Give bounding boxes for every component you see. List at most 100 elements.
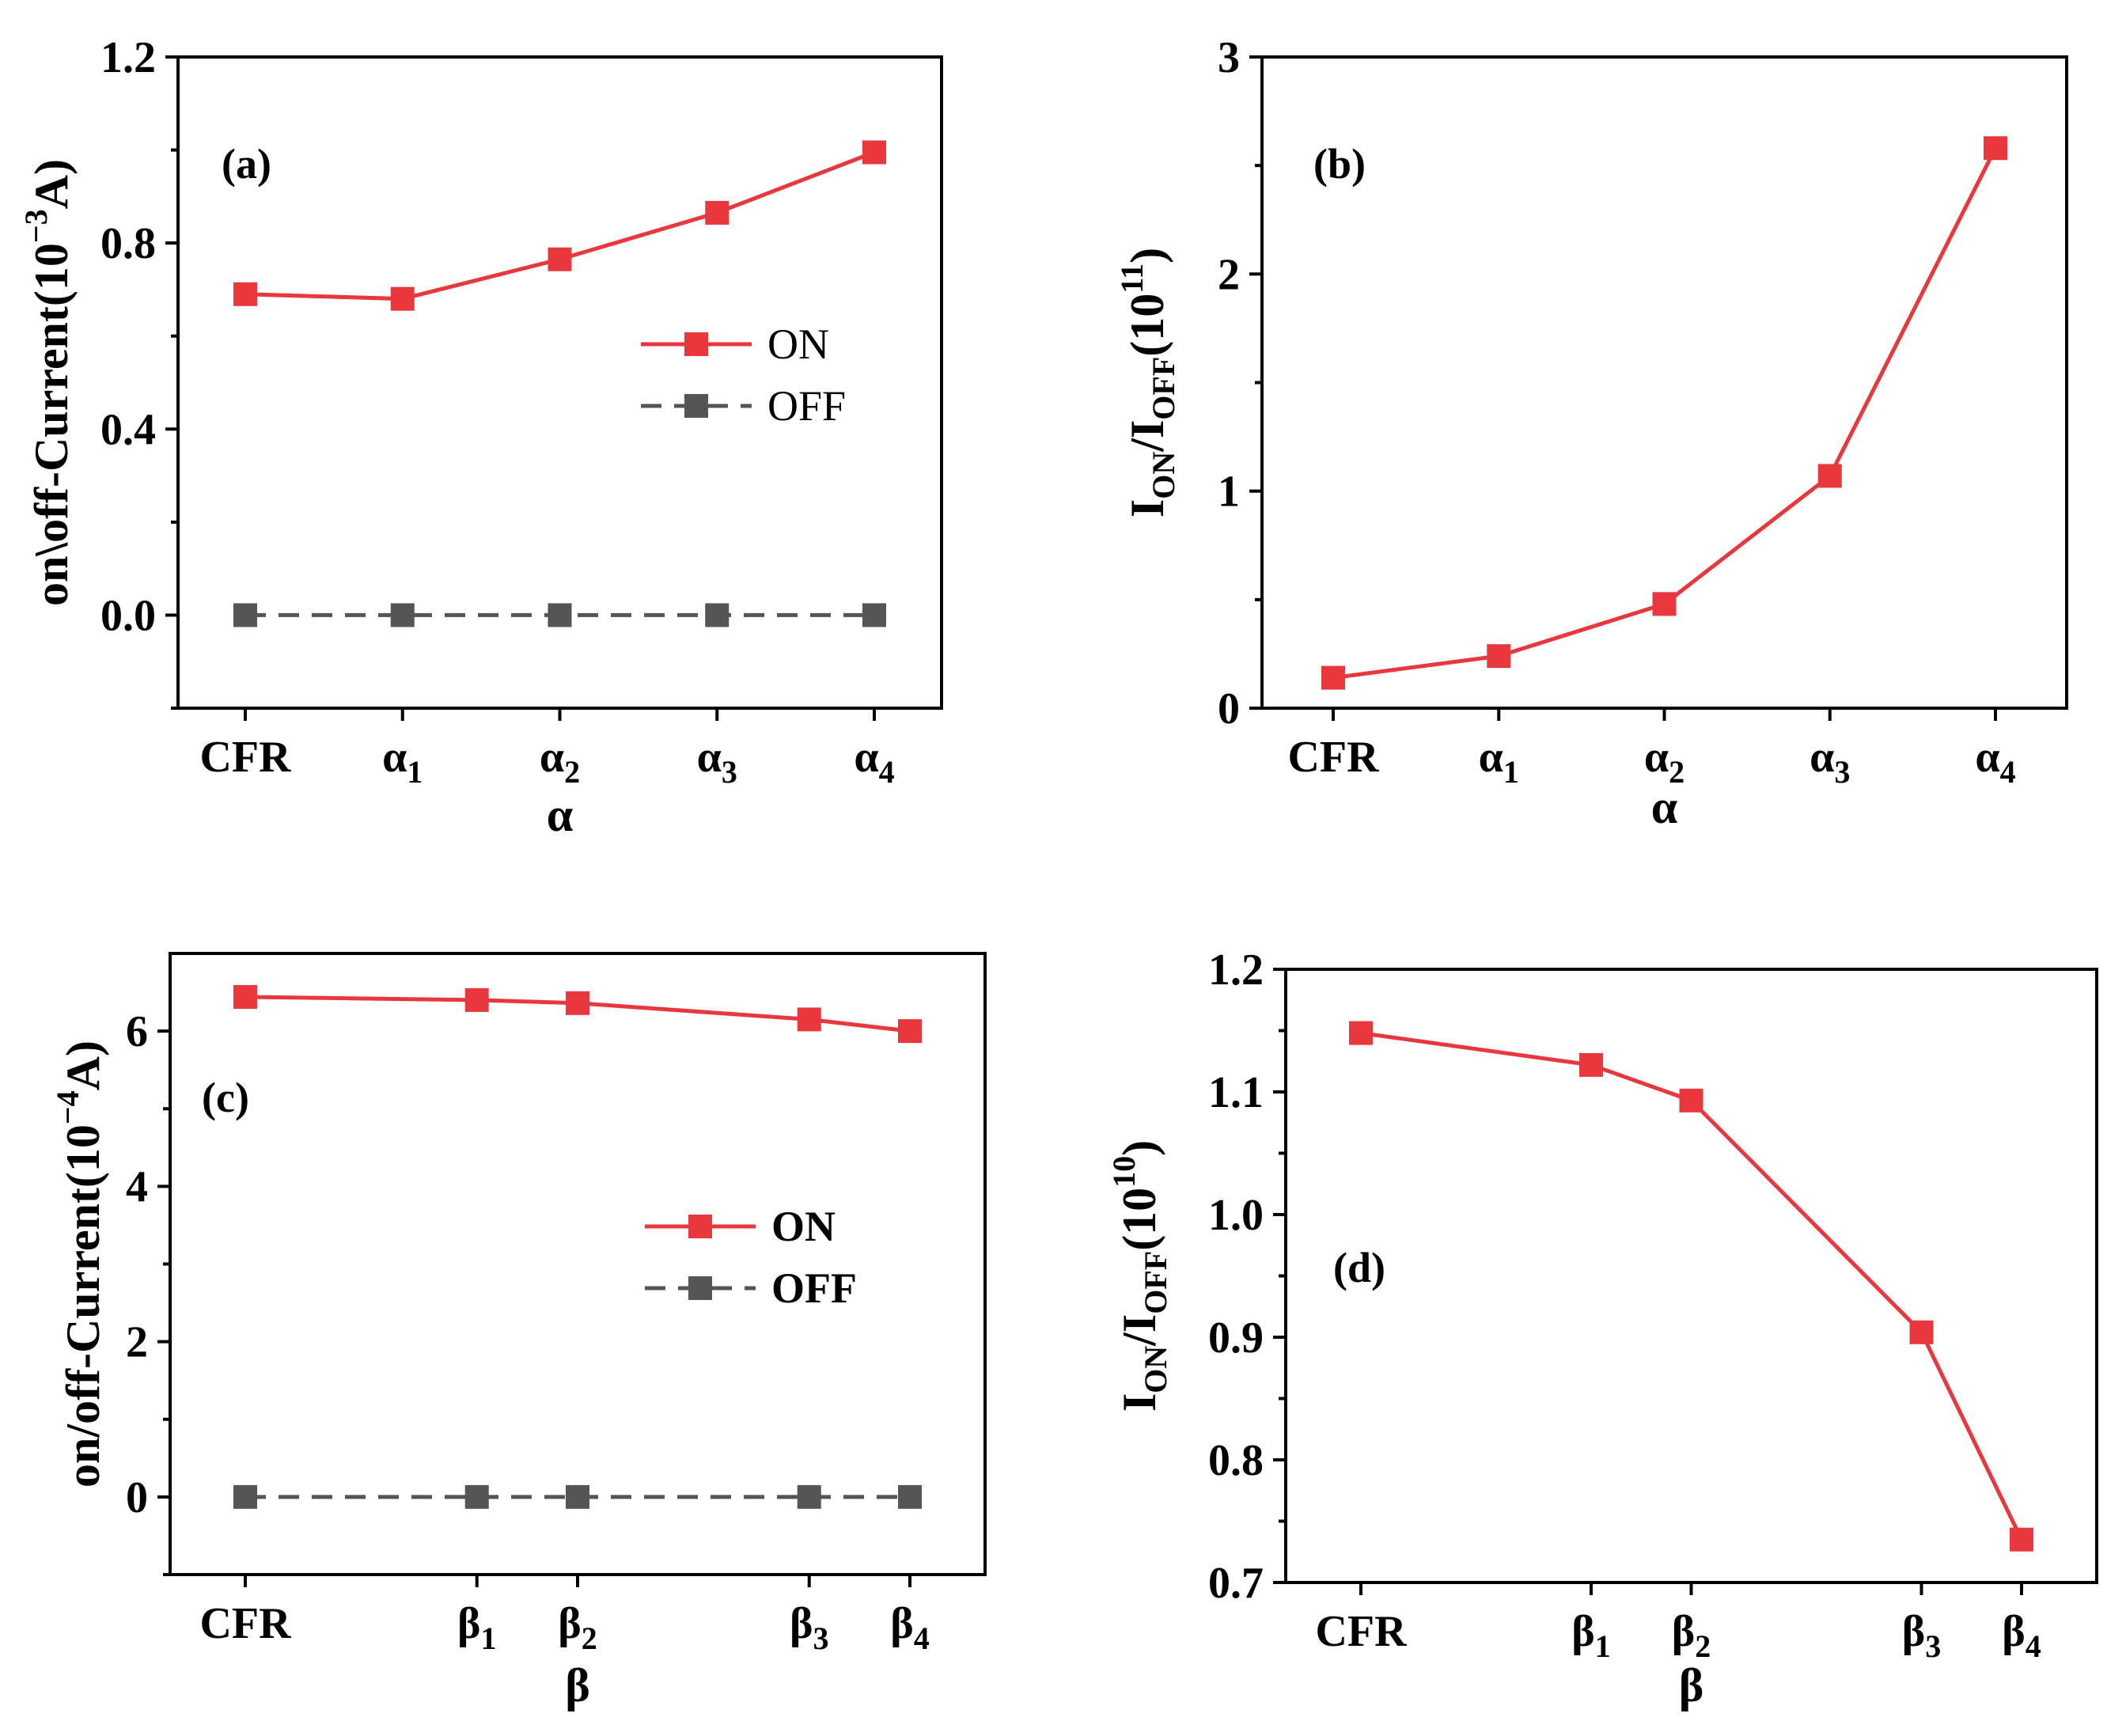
data-point [548,603,572,627]
x-tick-label: α4 [854,733,894,790]
data-point [1487,644,1511,669]
data-point [390,603,415,627]
data-point [464,987,489,1012]
x-tick-label: α3 [1810,733,1850,790]
chart-panel-d: 0.7 0.8 0.9 1.0 1.1 1.2 CFR β1 β2 β3 β4 β ION/IOFF(1… [1106,946,2098,1711]
x-tick-label: β2 [1672,1607,1711,1664]
x-axis-label: β [565,1659,590,1711]
data-point [1652,592,1677,616]
data-point [1817,464,1842,488]
panel-label: (d) [1333,1244,1385,1291]
x-tick-label: β1 [1571,1607,1611,1664]
panel-label: (c) [202,1074,249,1121]
x-axis-label: α [1651,781,1678,833]
data-point [862,140,886,165]
series-group [1321,136,2007,690]
legend-marker [684,394,708,418]
data-point [862,603,886,627]
legend-label: OFF [767,382,846,430]
legend-marker [688,1276,712,1300]
x-tick-label: β2 [558,1599,597,1656]
y-tick-label: 1 [1218,468,1240,517]
y-tick-label: 0.9 [1208,1313,1264,1363]
y-tick-label: 2 [126,1318,148,1367]
y-tick-label: 0.4 [100,405,156,454]
x-tick-label: β3 [1902,1607,1942,1664]
y-tick-label: 1.1 [1208,1068,1264,1117]
legend-label: ON [767,320,829,368]
y-axis-label: ION/IOFF(1010) [1106,1140,1173,1412]
y-axis-label: ION/IOFF(1011) [1114,248,1181,517]
y-tick-label: 1.0 [1208,1191,1264,1240]
data-point [705,200,730,225]
series-group [233,140,886,627]
x-axis-label: α [547,789,574,841]
x-tick-label: α2 [540,733,580,790]
legend-marker [688,1215,712,1238]
x-tick-label: α4 [1975,733,2015,790]
y-axis-label: on/off-Current(10−4A) [50,1040,109,1488]
plot-frame [169,952,987,1576]
x-tick-label: α1 [1479,733,1519,790]
legend: ON OFF [645,1203,857,1312]
data-point [2010,1527,2033,1552]
legend-label: ON [771,1203,836,1250]
data-point [464,1484,489,1509]
x-tick-label: β4 [890,1599,930,1656]
y-tick-label: 4 [126,1162,148,1211]
panel-label: (b) [1313,140,1366,188]
y-tick-label: 0 [1218,684,1240,733]
x-tick-label: β3 [790,1599,829,1656]
y-tick-label: 0.8 [100,219,156,268]
legend-marker [684,332,708,356]
y-tick-label: 0.0 [100,591,156,640]
x-tick-label: α1 [382,733,423,790]
data-point [1321,665,1345,690]
data-point [1909,1320,1934,1344]
y-tick-label: 0.8 [1208,1436,1264,1485]
data-point [233,1484,257,1509]
data-point [1679,1088,1703,1112]
data-point [390,286,415,311]
data-point [233,282,257,306]
x-tick-label: CFR [199,1599,291,1648]
y-tick-label: 1.2 [1208,946,1264,995]
x-tick-label: α3 [697,733,737,790]
series-group [233,984,922,1509]
series-line-on [244,150,875,301]
y-tick-label: 2 [1218,250,1240,299]
data-point [566,1484,589,1509]
y-tick-label: 3 [1218,33,1240,82]
chart-panel-b: 0 1 2 3 CFR α1 α2 α3 α4 α ION/IOFF(1011) (b) [1114,33,2068,833]
y-tick-label: 0 [126,1473,148,1522]
data-point [548,247,572,271]
data-point [1349,1021,1373,1045]
y-tick-label: 1.2 [100,33,156,82]
plot-frame [1284,968,2098,1584]
data-point [233,603,257,627]
x-axis-label: β [1679,1659,1704,1711]
data-point [898,1019,922,1044]
x-tick-label: β4 [2002,1607,2041,1664]
x-tick-label: α2 [1644,733,1685,790]
chart-panel-a: 0.0 0.4 0.8 1.2 CFR α1 α2 α3 α4 α on\off-Current(1… [18,33,943,841]
chart-panel-c: 0 2 4 6 CFR β1 β2 β3 β4 β on/off-Current(10−4A) (c)… [50,952,987,1711]
legend: ON OFF [641,320,846,430]
x-tick-label: β1 [457,1599,497,1656]
data-point [898,1484,922,1509]
data-point [1984,136,2007,161]
data-point [705,603,730,627]
y-tick-label: 6 [126,1007,148,1056]
y-axis-label: on\off-Current(10−3A) [18,159,78,606]
y-tick-label: 0.7 [1208,1559,1264,1608]
legend-label: OFF [771,1264,857,1312]
x-tick-label: CFR [1287,733,1379,782]
data-point [797,1484,821,1509]
panel-label: (a) [222,140,271,188]
series-group [1349,1021,2033,1552]
data-point [233,984,257,1009]
x-tick-label: CFR [1315,1607,1407,1656]
data-point [566,991,589,1015]
data-point [797,1007,821,1032]
